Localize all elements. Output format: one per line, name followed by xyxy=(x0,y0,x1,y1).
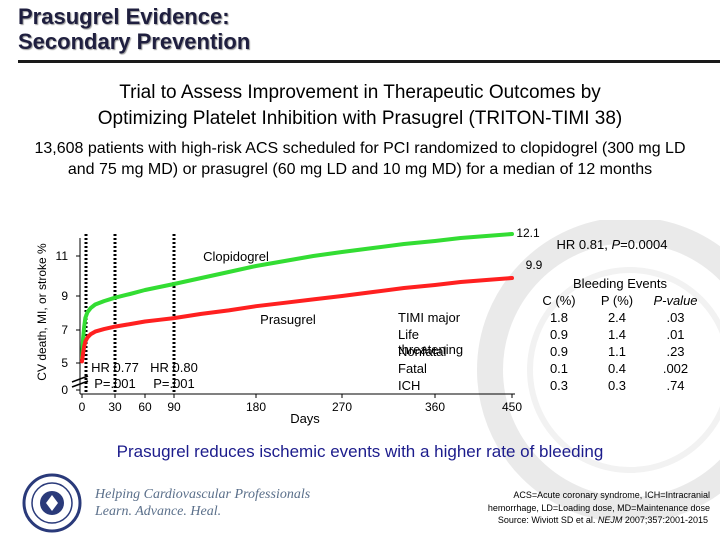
x-tick-label: 270 xyxy=(332,400,352,414)
bleeding-row: 0.9 1.1 .23 xyxy=(530,344,705,361)
y-tick-label: 5 xyxy=(61,356,68,370)
trial-subtitle: Trial to Assess Improvement in Therapeut… xyxy=(0,80,720,132)
x-tick-label: 180 xyxy=(246,400,266,414)
tagline-line2: Learn. Advance. Heal. xyxy=(95,504,222,519)
cell-c: 1.8 xyxy=(549,310,569,325)
cell-p: 0.3 xyxy=(607,378,627,393)
prasugrel-line xyxy=(80,276,514,364)
cell-c: 0.9 xyxy=(549,327,569,342)
x-tick-label: 90 xyxy=(167,400,181,414)
cell-p: 2.4 xyxy=(607,310,627,325)
x-axis-label: Days xyxy=(290,411,320,426)
abbreviation-footnote: ACS=Acute coronary syndrome, ICH=Intracr… xyxy=(420,489,710,515)
trial-description: 13,608 patients with high-risk ACS sched… xyxy=(34,140,686,178)
series-lines xyxy=(80,232,514,364)
event-curve-chart: CV death, MI, or stroke % 0 5 7 9 11 0 30 60 90… xyxy=(35,226,668,426)
clopidogrel-label: Clopidogrel xyxy=(203,249,269,264)
cell-p: 0.4 xyxy=(607,361,627,376)
bleeding-row-label: Nonfatal xyxy=(398,344,447,359)
page-title-line2: Secondary Prevention xyxy=(18,29,251,54)
tagline: Helping Cardiovascular Professionals Lea… xyxy=(95,486,310,520)
cell-c: 0.1 xyxy=(549,361,569,376)
clopidogrel-end-label: 12.1 xyxy=(516,226,540,240)
time-marker-p: P=.001 xyxy=(153,376,195,391)
bleeding-row-label: ICH xyxy=(398,378,421,393)
page-title-line1: Prasugrel Evidence: xyxy=(18,4,230,29)
x-tick-label: 0 xyxy=(79,400,86,414)
y-tick-label: 0 xyxy=(61,383,68,397)
bleeding-row: 0.9 1.4 .01 xyxy=(530,327,705,344)
bleeding-row-label: Life threatening xyxy=(398,327,464,357)
y-tick-label: 9 xyxy=(61,289,68,303)
cell-p: 1.4 xyxy=(607,327,627,342)
footnote-line1: ACS=Acute coronary syndrome, ICH=Intracr… xyxy=(513,490,710,500)
source-prefix: Source: Wiviott SD et al. xyxy=(497,515,598,525)
prasugrel-label: Prasugrel xyxy=(260,312,316,327)
title-divider xyxy=(18,60,720,63)
bleeding-row: 0.3 0.3 .74 xyxy=(530,378,705,395)
bleeding-header-row: C (%) P (%) P-value xyxy=(530,293,705,310)
bleeding-row-label: Fatal xyxy=(398,361,427,376)
acc-seal-logo-icon xyxy=(22,473,82,533)
cell-pval: .002 xyxy=(662,361,689,376)
bleeding-row-label: TIMI major xyxy=(398,310,461,325)
x-tick-label: 60 xyxy=(138,400,152,414)
cell-p: 1.1 xyxy=(607,344,627,359)
tagline-line1: Helping Cardiovascular Professionals xyxy=(95,487,311,502)
source-journal: NEJM xyxy=(597,515,623,525)
x-tick-label: 360 xyxy=(425,400,445,414)
time-marker-p: P=.001 xyxy=(94,376,136,391)
time-marker-hr: HR 0.77 xyxy=(91,360,139,375)
cell-c: 0.3 xyxy=(549,378,569,393)
source-citation: Source: Wiviott SD et al. NEJM 2007;357:… xyxy=(420,515,708,525)
cell-pval: .74 xyxy=(666,378,685,393)
bleeding-row: 1.8 2.4 .03 xyxy=(530,310,705,327)
trial-subtitle-line1: Trial to Assess Improvement in Therapeut… xyxy=(119,82,601,103)
overall-hr-label: HR 0.81, P=0.0004 xyxy=(557,237,668,252)
cell-c: 0.9 xyxy=(549,344,569,359)
x-ticks: 0 30 60 90 180 270 360 450 xyxy=(79,394,522,414)
y-axis-label: CV death, MI, or stroke % xyxy=(35,243,49,381)
col-prasugrel: P (%) xyxy=(600,293,634,308)
col-clopidogrel: C (%) xyxy=(542,293,576,308)
bleeding-row: 0.1 0.4 .002 xyxy=(530,361,705,378)
cell-pval: .23 xyxy=(666,344,685,359)
clopidogrel-line xyxy=(80,232,514,361)
footnote-line2: hemorrhage, LD=Loading dose, MD=Maintena… xyxy=(487,503,710,513)
x-tick-label: 30 xyxy=(108,400,122,414)
acc-watermark-icon xyxy=(477,220,720,520)
bleeding-table: C (%) P (%) P-value 1.8 2.4 .03 0.9 1.4 … xyxy=(530,293,705,395)
y-ticks: 0 5 7 9 11 xyxy=(56,249,80,397)
col-p-value: P-value xyxy=(653,293,698,308)
page-title: Prasugrel Evidence: Secondary Prevention xyxy=(18,4,250,54)
y-tick-label: 7 xyxy=(61,323,68,337)
bleeding-labels: TIMI major Life threatening Nonfatal Fat… xyxy=(398,310,478,395)
prasugrel-end-label: 9.9 xyxy=(526,258,543,272)
cell-pval: .03 xyxy=(666,310,685,325)
bleeding-table-title: Bleeding Events xyxy=(573,276,667,291)
trial-subtitle-line2: Optimizing Platelet Inhibition with Pras… xyxy=(97,108,623,129)
source-suffix: 2007;357:2001-2015 xyxy=(622,515,708,525)
y-tick-label: 11 xyxy=(56,249,69,263)
time-marker-hr: HR 0.80 xyxy=(150,360,198,375)
x-tick-label: 450 xyxy=(502,400,522,414)
conclusion-text: Prasugrel reduces ischemic events with a… xyxy=(116,442,604,461)
cell-pval: .01 xyxy=(666,327,685,342)
